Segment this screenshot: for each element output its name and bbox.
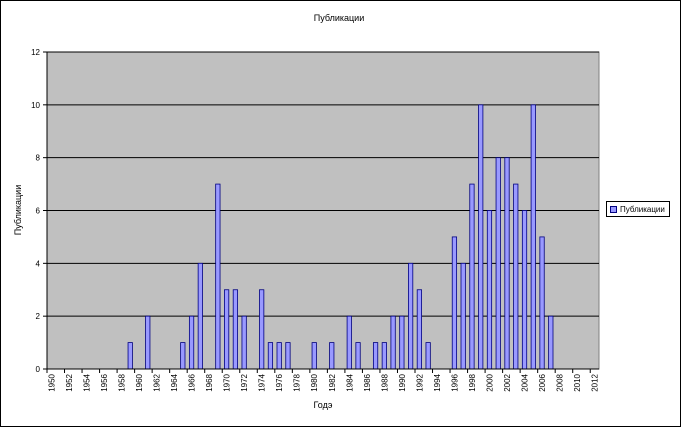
x-tick-label: 1950 [47,373,56,391]
bar [390,315,396,370]
bar [145,315,151,370]
bar [180,342,186,370]
bar [425,342,431,370]
x-tick-label: 1974 [258,373,267,391]
x-tick-label: 1958 [117,373,126,391]
x-tick-label: 2004 [521,373,530,391]
bar [521,210,528,370]
axes [43,51,599,373]
x-tick-label: 1990 [398,373,407,391]
x-tick-label: 2012 [591,373,600,391]
bar [241,315,247,370]
bar [451,236,458,370]
x-tick-label: 1954 [82,373,91,391]
x-tick-label: 1976 [275,373,284,391]
x-tick-label: 1998 [468,373,477,391]
bar [495,157,501,370]
x-tick-label: 2010 [573,373,582,391]
x-tick-label: 2002 [503,373,512,391]
x-tick-label: 1982 [328,373,337,391]
bar [530,104,536,370]
x-tick-label: 1966 [188,373,197,391]
y-tick-label: 12 [31,48,40,57]
bar [276,342,282,370]
y-tick-label: 6 [36,207,41,216]
bar [399,315,405,370]
x-tick-label: 1964 [170,373,179,391]
x-axis-label: Годэ [313,400,332,410]
bar [127,342,133,370]
y-tick-label: 10 [31,101,40,110]
y-tick-label: 8 [36,154,41,163]
bar [408,262,414,370]
y-tick-label: 0 [36,365,41,374]
bar [416,289,422,370]
bar [232,289,238,370]
chart-title: Публикации [314,13,364,23]
bar [355,342,361,370]
x-tick-label: 1980 [310,373,319,391]
x-tick-label: 1988 [380,373,389,391]
bar [259,289,265,370]
legend-swatch [610,205,617,213]
x-tick-label: 1986 [363,373,372,391]
legend-label: Публикации [620,204,665,214]
bar [381,342,387,370]
x-tick-label: 1952 [65,373,74,391]
x-tick-label: 1978 [293,373,302,391]
bar [346,315,352,370]
x-tick-label: 1960 [135,373,144,391]
bar [372,342,379,370]
y-axis-label: Публикации [13,185,23,235]
bar [460,262,466,370]
bar [188,315,195,370]
bar [539,236,545,370]
legend: Публикации [606,201,670,217]
bar [548,315,554,370]
bar [329,342,335,370]
bar [197,262,203,370]
x-tick-label: 1996 [450,373,459,391]
x-tick-label: 1970 [223,373,232,391]
x-tick-label: 1962 [153,373,162,391]
bar [469,183,475,370]
bar [224,289,230,370]
x-tick-label: 1956 [100,373,109,391]
x-tick-label: 1972 [240,373,249,391]
bar [478,104,484,370]
x-tick-label: 2006 [538,373,547,391]
y-tick-labels: 0 2 4 6 8 10 12 [31,48,40,374]
bar [513,183,519,370]
x-tick-label: 2008 [556,373,565,391]
y-tick-label: 2 [36,312,41,321]
x-tick-label: 1992 [415,373,424,391]
bar [504,157,510,370]
x-tick-label: 1968 [205,373,214,391]
x-tick-labels: 1950 1952 1954 1956 1958 1960 1962 1964 1966 1968… [47,373,599,391]
bar [267,342,274,370]
bar [285,342,291,370]
x-tick-label: 2000 [485,373,494,391]
bar [486,210,493,370]
x-tick-label: 1984 [345,373,354,391]
x-tick-label: 1994 [433,373,442,391]
y-tick-label: 4 [36,259,41,268]
bar [215,183,221,370]
bar [311,342,317,370]
